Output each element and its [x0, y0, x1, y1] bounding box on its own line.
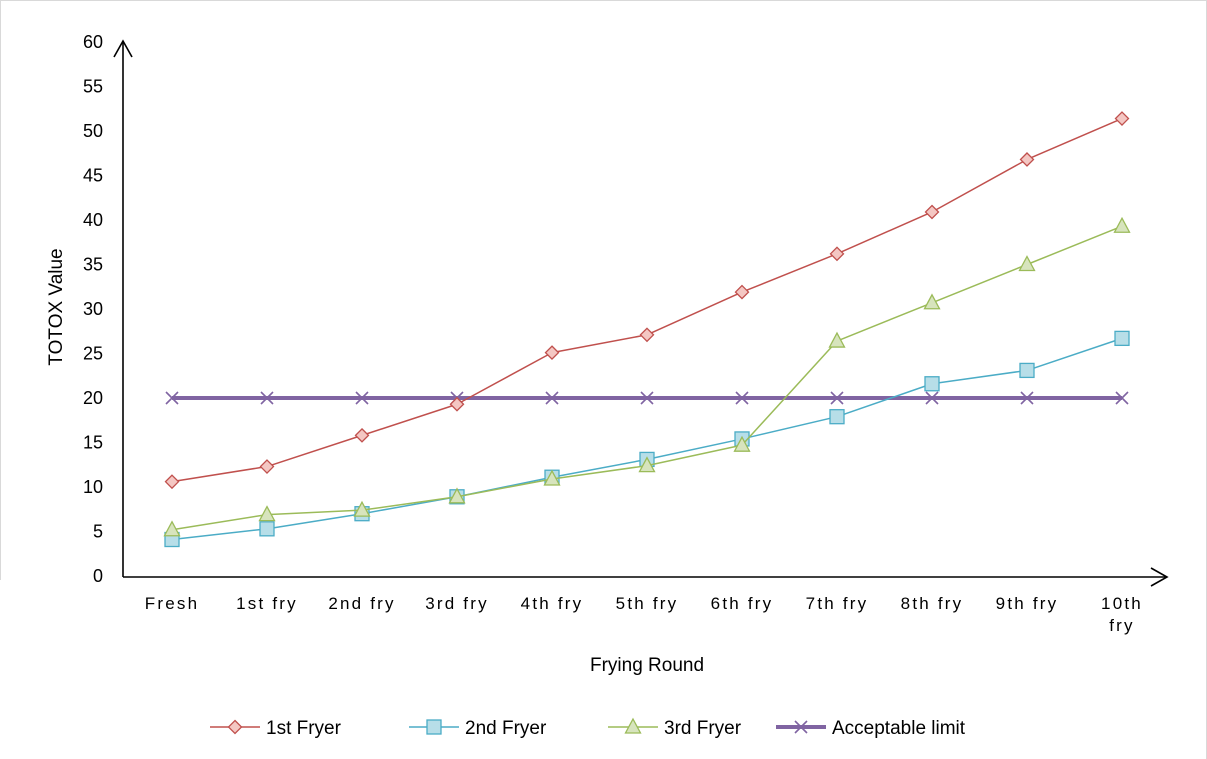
- legend-item-2nd-fryer: 2nd Fryer: [409, 718, 547, 739]
- data-point-3rd-fryer: [1018, 255, 1036, 272]
- y-tick-labels: 0 5 10 15 20 25 30 35 40 45 50 55 60: [83, 32, 103, 586]
- data-point-1st-fryer: [734, 284, 750, 300]
- x-tick-label: 6th fry: [711, 594, 774, 613]
- data-point-2nd-fryer: [1019, 362, 1035, 379]
- legend-swatch-marker: [794, 720, 808, 734]
- data-point-acceptable-limit: [260, 391, 274, 405]
- data-point-3rd-fryer: [353, 500, 371, 517]
- data-point-acceptable-limit: [1020, 391, 1034, 405]
- x-tick-label: 1st fry: [236, 594, 298, 613]
- data-point-acceptable-limit: [1115, 391, 1129, 405]
- y-tick-label: 5: [93, 522, 103, 542]
- legend-item-acceptable-limit: Acceptable limit: [776, 718, 966, 739]
- y-tick-label: 10: [83, 477, 103, 497]
- data-point-1st-fryer: [829, 246, 845, 262]
- x-axis-title: Frying Round: [590, 655, 704, 676]
- series-layer: [163, 111, 1131, 548]
- y-tick-label: 50: [83, 121, 103, 141]
- x-tick-label: 9th fry: [996, 594, 1059, 613]
- series-2nd-fryer: [164, 330, 1130, 548]
- x-tick-label: 4th fry: [521, 594, 584, 613]
- legend-swatch-marker: [624, 717, 642, 734]
- data-point-2nd-fryer: [924, 376, 940, 392]
- x-tick-label: Fresh: [145, 594, 199, 613]
- series-line-3rd-fryer: [171, 225, 1123, 531]
- legend-label: 1st Fryer: [266, 718, 342, 739]
- y-tick-label: 30: [83, 299, 103, 319]
- data-point-1st-fryer: [259, 459, 275, 474]
- series-line-2nd-fryer: [171, 337, 1123, 541]
- data-point-acceptable-limit: [640, 391, 654, 405]
- y-axis-title: TOTOX Value: [46, 248, 67, 365]
- data-point-2nd-fryer: [1114, 330, 1130, 347]
- data-point-3rd-fryer: [543, 469, 561, 486]
- data-point-3rd-fryer: [923, 293, 941, 310]
- data-point-1st-fryer: [449, 396, 465, 412]
- x-tick-label: 3rd fry: [425, 594, 489, 613]
- data-point-acceptable-limit: [545, 391, 559, 405]
- data-point-1st-fryer: [544, 345, 560, 361]
- legend-item-1st-fryer: 1st Fryer: [210, 718, 342, 739]
- data-point-3rd-fryer: [828, 331, 846, 348]
- data-point-3rd-fryer: [448, 487, 466, 504]
- data-point-acceptable-limit: [165, 391, 179, 405]
- legend-label: Acceptable limit: [832, 718, 966, 739]
- data-point-1st-fryer: [354, 427, 370, 443]
- y-axis: [113, 39, 133, 577]
- y-tick-label: 20: [83, 388, 103, 408]
- x-axis: [123, 567, 1169, 587]
- data-point-acceptable-limit: [830, 391, 844, 405]
- x-tick-label: 7th fry: [806, 594, 869, 613]
- y-tick-label: 40: [83, 210, 103, 230]
- x-tick-label: 10th fry: [1101, 594, 1143, 635]
- y-axis-arrow: [113, 39, 133, 58]
- series-line-1st-fryer: [171, 117, 1123, 483]
- data-point-acceptable-limit: [355, 391, 369, 405]
- data-point-1st-fryer: [1114, 111, 1130, 126]
- legend-label: 2nd Fryer: [465, 718, 547, 739]
- data-point-3rd-fryer: [733, 435, 751, 452]
- x-tick-labels: Fresh 1st fry 2nd fry 3rd fry 4th fry 5th fry…: [145, 594, 1143, 635]
- data-point-3rd-fryer: [258, 505, 276, 522]
- series-acceptable-limit: [165, 391, 1129, 405]
- x-tick-label: 5th fry: [616, 594, 679, 613]
- data-point-3rd-fryer: [1113, 216, 1131, 233]
- data-point-3rd-fryer: [163, 520, 181, 537]
- y-tick-label: 45: [83, 166, 103, 186]
- y-tick-label: 25: [83, 344, 103, 364]
- data-point-acceptable-limit: [925, 391, 939, 405]
- data-point-1st-fryer: [924, 204, 940, 220]
- data-point-3rd-fryer: [638, 456, 656, 473]
- data-point-acceptable-limit: [735, 391, 749, 405]
- series-3rd-fryer: [163, 216, 1131, 537]
- data-point-1st-fryer: [164, 474, 180, 490]
- series-1st-fryer: [164, 111, 1130, 490]
- legend-swatch-marker: [426, 719, 442, 735]
- legend-item-3rd-fryer: 3rd Fryer: [608, 717, 742, 739]
- y-tick-label: 55: [83, 77, 103, 97]
- legend-swatch-marker: [227, 719, 243, 735]
- data-point-2nd-fryer: [259, 521, 275, 537]
- data-point-2nd-fryer: [829, 409, 845, 425]
- x-tick-label: 8th fry: [901, 594, 964, 613]
- y-tick-label: 15: [83, 433, 103, 453]
- data-point-1st-fryer: [639, 327, 655, 343]
- x-axis-arrow: [1150, 567, 1169, 587]
- x-tick-label: 2nd fry: [328, 594, 395, 613]
- legend-label: 3rd Fryer: [664, 718, 742, 739]
- y-tick-label: 60: [83, 32, 103, 52]
- data-point-1st-fryer: [1019, 152, 1035, 167]
- y-tick-label: 35: [83, 255, 103, 275]
- y-tick-label: 0: [93, 566, 103, 586]
- legend: 1st Fryer 2nd Fryer 3rd Fryer Acceptable li…: [210, 717, 966, 739]
